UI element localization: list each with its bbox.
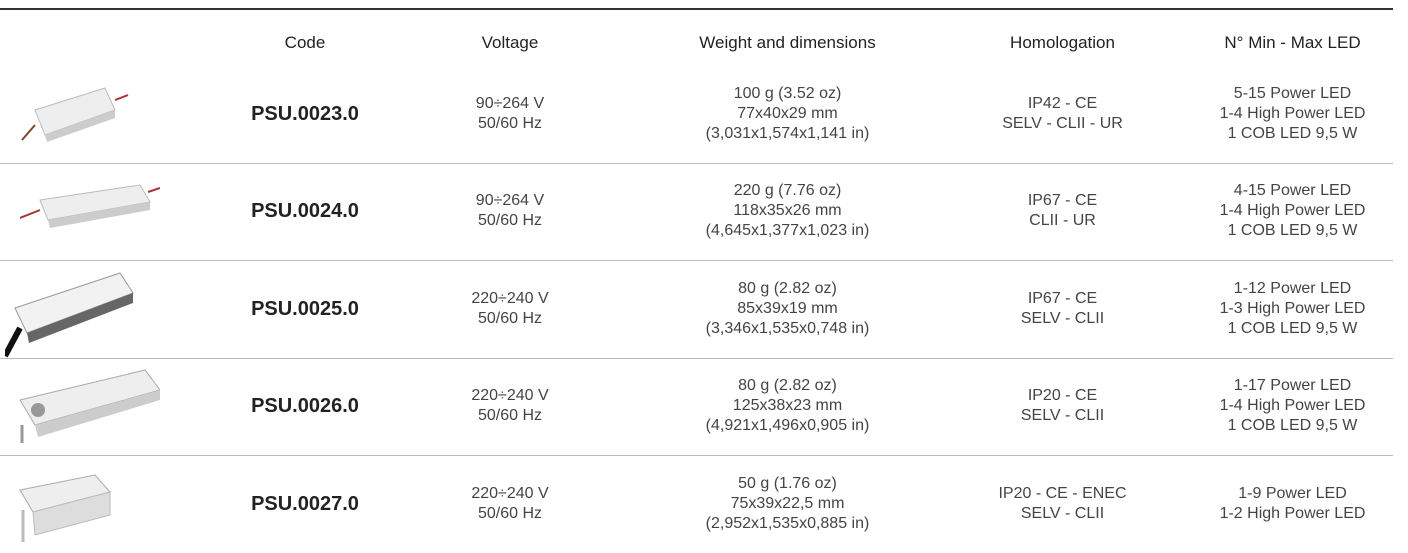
voltage-line: 50/60 Hz xyxy=(477,114,543,132)
led-line: 1-4 High Power LED xyxy=(1219,104,1366,122)
led-line: 1-2 High Power LED xyxy=(1219,504,1366,522)
voltage-cell: 220÷240 V 50/60 Hz xyxy=(430,455,590,553)
weight-line: 125x38x23 mm xyxy=(732,397,843,415)
homologation-cell: IP67 - CE SELV - CLII xyxy=(960,260,1165,358)
voltage-line: 220÷240 V xyxy=(471,387,549,405)
code-cell: PSU.0026.0 xyxy=(251,395,359,418)
voltage-line: 50/60 Hz xyxy=(477,407,543,425)
led-line: 1-12 Power LED xyxy=(1233,279,1352,297)
led-line: 5-15 Power LED xyxy=(1233,84,1352,102)
homologation-line: SELV - CLII xyxy=(1020,309,1105,327)
code-cell: PSU.0024.0 xyxy=(251,200,359,223)
led-line: 1 COB LED 9,5 W xyxy=(1227,417,1358,435)
weight-line: 220 g (7.76 oz) xyxy=(733,182,842,200)
led-line: 1-3 High Power LED xyxy=(1219,299,1366,317)
row-separator xyxy=(0,357,1393,359)
row-separator xyxy=(0,455,1393,456)
voltage-line: 90÷264 V xyxy=(475,94,545,112)
led-line: 1-9 Power LED xyxy=(1238,484,1347,502)
led-line: 1-4 High Power LED xyxy=(1219,202,1366,220)
voltage-line: 220÷240 V xyxy=(471,484,549,502)
homologation-line: SELV - CLII xyxy=(1020,407,1105,425)
weight-cell: 80 g (2.82 oz) 85x39x19 mm (3,346x1,535x0,… xyxy=(640,260,935,358)
voltage-cell: 220÷240 V 50/60 Hz xyxy=(430,260,590,358)
weight-line: 50 g (1.76 oz) xyxy=(738,474,837,492)
homologation-line: SELV - CLII - UR xyxy=(1002,114,1123,132)
voltage-line: 50/60 Hz xyxy=(477,212,543,230)
homologation-line: IP20 - CE xyxy=(1027,387,1098,405)
led-cell: 1-17 Power LED 1-4 High Power LED 1 COB LE… xyxy=(1185,358,1400,456)
weight-line: 118x35x26 mm xyxy=(733,202,842,220)
homologation-cell: IP67 - CE CLII - UR xyxy=(960,163,1165,261)
product-image xyxy=(20,184,160,228)
homologation-line: IP67 - CE xyxy=(1027,192,1098,210)
homologation-line: CLII - UR xyxy=(1029,212,1096,230)
weight-line: 80 g (2.82 oz) xyxy=(738,279,837,297)
weight-line: (2,952x1,535x0,885 in) xyxy=(705,514,870,532)
homologation-cell: IP20 - CE - ENEC SELV - CLII xyxy=(960,455,1165,553)
weight-cell: 50 g (1.76 oz) 75x39x22,5 mm (2,952x1,535x… xyxy=(640,455,935,553)
weight-line: 85x39x19 mm xyxy=(737,299,838,317)
led-cell: 4-15 Power LED 1-4 High Power LED 1 COB LE… xyxy=(1185,163,1400,261)
code-cell: PSU.0025.0 xyxy=(251,297,359,320)
top-rule xyxy=(0,8,1393,10)
led-line: 1-17 Power LED xyxy=(1233,377,1352,395)
column-header: Weight and dimensions xyxy=(699,32,876,52)
weight-line: (3,031x1,574x1,141 in) xyxy=(705,124,870,142)
led-cell: 1-12 Power LED 1-3 High Power LED 1 COB LE… xyxy=(1185,260,1400,358)
homologation-line: IP67 - CE xyxy=(1027,289,1098,307)
code-cell: PSU.0023.0 xyxy=(251,102,359,125)
homologation-line: IP20 - CE - ENEC xyxy=(998,484,1127,502)
product-image xyxy=(21,87,129,142)
homologation-line: SELV - CLII xyxy=(1020,504,1105,522)
led-cell: 1-9 Power LED 1-2 High Power LED xyxy=(1185,455,1400,553)
weight-line: 80 g (2.82 oz) xyxy=(738,377,837,395)
weight-line: 77x40x29 mm xyxy=(737,104,838,122)
voltage-line: 50/60 Hz xyxy=(477,504,543,522)
product-image xyxy=(19,474,111,542)
weight-cell: 100 g (3.52 oz) 77x40x29 mm (3,031x1,574x1… xyxy=(640,65,935,163)
row-separator xyxy=(0,162,1393,164)
homologation-cell: IP42 - CE SELV - CLII - UR xyxy=(960,65,1165,163)
voltage-cell: 90÷264 V 50/60 Hz xyxy=(430,163,590,261)
weight-cell: 80 g (2.82 oz) 125x38x23 mm (4,921x1,496x0… xyxy=(640,358,935,456)
column-header: Voltage xyxy=(481,32,539,52)
led-line: 1 COB LED 9,5 W xyxy=(1227,222,1358,240)
weight-line: (4,921x1,496x0,905 in) xyxy=(705,417,870,435)
led-line: 1 COB LED 9,5 W xyxy=(1227,124,1358,142)
column-header: N° Min - Max LED xyxy=(1224,32,1361,52)
voltage-cell: 90÷264 V 50/60 Hz xyxy=(430,65,590,163)
led-line: 1-4 High Power LED xyxy=(1219,397,1366,415)
code-cell: PSU.0027.0 xyxy=(251,492,359,515)
led-line: 4-15 Power LED xyxy=(1233,182,1352,200)
column-header: Code xyxy=(284,32,326,52)
product-image xyxy=(5,272,134,358)
row-separator xyxy=(0,260,1393,261)
voltage-line: 50/60 Hz xyxy=(477,309,543,327)
homologation-cell: IP20 - CE SELV - CLII xyxy=(960,358,1165,456)
weight-line: (4,645x1,377x1,023 in) xyxy=(705,222,870,240)
product-image xyxy=(19,369,160,443)
led-cell: 5-15 Power LED 1-4 High Power LED 1 COB LE… xyxy=(1185,65,1400,163)
column-header: Homologation xyxy=(1010,32,1115,52)
weight-line: 75x39x22,5 mm xyxy=(730,494,845,512)
weight-line: 100 g (3.52 oz) xyxy=(733,84,842,102)
weight-line: (3,346x1,535x0,748 in) xyxy=(705,319,870,337)
homologation-line: IP42 - CE xyxy=(1027,94,1098,112)
voltage-line: 90÷264 V xyxy=(475,192,545,210)
led-line: 1 COB LED 9,5 W xyxy=(1227,319,1358,337)
voltage-line: 220÷240 V xyxy=(471,289,549,307)
weight-cell: 220 g (7.76 oz) 118x35x26 mm (4,645x1,377x… xyxy=(640,163,935,261)
voltage-cell: 220÷240 V 50/60 Hz xyxy=(430,358,590,456)
